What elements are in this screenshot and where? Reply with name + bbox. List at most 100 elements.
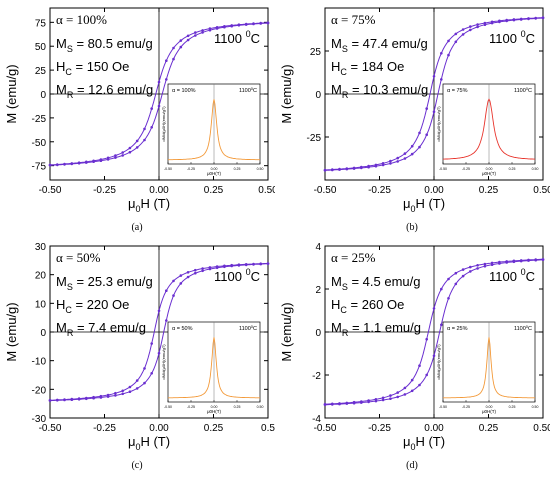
hysteresis-descending-branch-marker xyxy=(432,110,436,113)
coercivity-subscript: C xyxy=(340,67,347,77)
x-axis-label: μ0H (T) xyxy=(128,196,170,214)
inset-x-tick-label: 0.50 xyxy=(532,167,539,171)
remanence-value: = 7.4 emu/g xyxy=(73,320,146,335)
hysteresis-ascending-branch-marker xyxy=(194,31,197,34)
panel-letter: (a) xyxy=(131,222,142,233)
y-tick-label: 10 xyxy=(35,299,47,310)
inset-x-tick-label: -0.50 xyxy=(439,167,447,171)
panel-c: -0.50 -0.25 0.00 0.25 0.5 -30 -20 -10 0 10 20 30 M (… xyxy=(0,238,275,476)
remanence-label: MR = 1.1 emu/g xyxy=(331,320,421,338)
hysteresis-ascending-branch-marker xyxy=(179,39,183,42)
hysteresis-descending-branch-marker xyxy=(244,23,248,26)
x-tick-label: -0.25 xyxy=(93,185,116,196)
hysteresis-ascending-branch-marker xyxy=(179,274,183,277)
hysteresis-descending-branch-marker xyxy=(208,267,212,271)
hysteresis-ascending-branch-marker xyxy=(447,277,450,281)
x-tick-label: -0.25 xyxy=(368,185,391,196)
y-tick-label: -25 xyxy=(32,114,47,125)
hysteresis-descending-branch-marker xyxy=(367,400,370,404)
hysteresis-descending-branch-marker xyxy=(374,399,378,403)
y-tick-label: 0 xyxy=(315,90,321,101)
inset-x-tick-label: 0.00 xyxy=(486,167,493,171)
coercivity-subscript: C xyxy=(65,305,72,315)
hysteresis-descending-branch-marker xyxy=(454,40,458,44)
hysteresis-descending-branch-marker xyxy=(172,57,175,61)
inset-x-tick-label: 0.00 xyxy=(211,167,218,171)
remanence-label: MR = 7.4 emu/g xyxy=(56,320,146,338)
hysteresis-descending-branch-marker xyxy=(389,397,392,400)
inset-x-tick-label: -0.25 xyxy=(187,167,195,171)
hysteresis-descending-branch-marker xyxy=(519,259,523,263)
inset-x-tick-label: 0.50 xyxy=(532,405,539,409)
hysteresis-descending-branch-marker xyxy=(106,395,110,398)
hysteresis-descending-branch-marker xyxy=(266,21,270,25)
hysteresis-descending-branch-marker xyxy=(323,169,327,172)
hysteresis-descending-branch-marker xyxy=(505,19,508,23)
x-axis-label-sub: 0 xyxy=(410,204,415,214)
hysteresis-descending-branch-marker xyxy=(157,104,161,108)
hysteresis-descending-branch-marker xyxy=(56,163,59,167)
remanence-symbol: M xyxy=(56,82,67,97)
hysteresis-ascending-branch-marker xyxy=(150,107,153,110)
saturation-magnetization-symbol: M xyxy=(56,274,67,289)
hysteresis-descending-branch-marker xyxy=(512,18,516,22)
saturation-magnetization-value: = 47.4 emu/g xyxy=(348,36,428,51)
hysteresis-descending-branch-marker xyxy=(77,162,81,165)
inset-x-tick-label: 0.00 xyxy=(211,405,218,409)
hysteresis-descending-branch-marker xyxy=(483,23,487,27)
inset-x-tick-label: -0.50 xyxy=(164,405,172,409)
hysteresis-descending-branch-marker xyxy=(345,402,349,405)
temperature-value: 1100 xyxy=(489,31,521,46)
hysteresis-ascending-branch-marker xyxy=(128,146,132,150)
hysteresis-descending-branch-marker xyxy=(244,263,248,267)
hysteresis-descending-branch-marker xyxy=(534,17,537,20)
hysteresis-descending-branch-marker xyxy=(360,401,363,404)
inset-x-tick-label: 0.25 xyxy=(509,167,516,171)
hysteresis-ascending-branch-marker xyxy=(201,267,204,270)
hysteresis-ascending-branch-marker xyxy=(157,80,161,84)
hysteresis-descending-branch-marker xyxy=(99,396,103,399)
hysteresis-descending-branch-marker xyxy=(440,323,443,327)
saturation-magnetization-subscript: S xyxy=(67,282,73,292)
y-tick-label: -4 xyxy=(312,414,321,425)
hysteresis-descending-branch-marker xyxy=(469,270,472,273)
remanence-subscript: R xyxy=(67,90,74,100)
hysteresis-ascending-branch-marker xyxy=(135,379,139,382)
hysteresis-descending-branch-marker xyxy=(135,387,139,390)
panel-a: -0.50 -0.25 0.00 0.25 0.50 -75 -50 -25 0 25 50 75 M … xyxy=(0,0,278,238)
hysteresis-descending-branch-marker xyxy=(157,351,161,355)
hysteresis-ascending-branch-marker xyxy=(201,29,204,32)
hysteresis-descending-branch-marker xyxy=(374,164,378,168)
hysteresis-ascending-branch-marker xyxy=(418,131,421,135)
saturation-magnetization-value: = 80.5 emu/g xyxy=(73,36,153,51)
y-axis-label: M (emu/g) xyxy=(279,64,294,123)
remanence-subscript: R xyxy=(67,328,74,338)
hysteresis-descending-branch-marker xyxy=(179,45,183,49)
x-tick-label: -0.50 xyxy=(314,185,337,196)
temperature-value: 1100 xyxy=(489,269,521,284)
y-tick-label: 50 xyxy=(35,42,47,53)
hysteresis-descending-branch-marker xyxy=(85,397,88,401)
saturation-magnetization-symbol: M xyxy=(331,36,342,51)
x-tick-label: 0.00 xyxy=(424,423,444,434)
inset-y-axis-label: dM/d(μ0H)(emu/gT) xyxy=(161,106,166,142)
inset-temperature-value: 1100 xyxy=(239,326,251,332)
hysteresis-descending-branch-marker xyxy=(121,154,124,157)
hysteresis-ascending-branch-marker xyxy=(396,391,399,394)
inset-temperature-value: 1100 xyxy=(514,88,526,94)
inset-temperature-degree: 0 xyxy=(251,324,254,329)
coercivity-value: = 220 Oe xyxy=(72,297,129,312)
coercivity-subscript: C xyxy=(65,67,72,77)
hysteresis-descending-branch-marker xyxy=(498,262,501,265)
hysteresis-descending-branch-marker xyxy=(512,260,516,264)
y-tick-label: 4 xyxy=(315,242,321,253)
hysteresis-ascending-branch-marker xyxy=(440,52,443,55)
inset-temperature-unit: C xyxy=(253,88,257,94)
panel-letter: (b) xyxy=(406,222,418,233)
hysteresis-descending-branch-marker xyxy=(223,25,226,29)
temperature-value: 1100 xyxy=(214,269,246,284)
alpha-label: α = 75% xyxy=(331,12,376,27)
hysteresis-ascending-branch-marker xyxy=(432,75,436,78)
inset-temperature: 11000C xyxy=(514,324,532,332)
